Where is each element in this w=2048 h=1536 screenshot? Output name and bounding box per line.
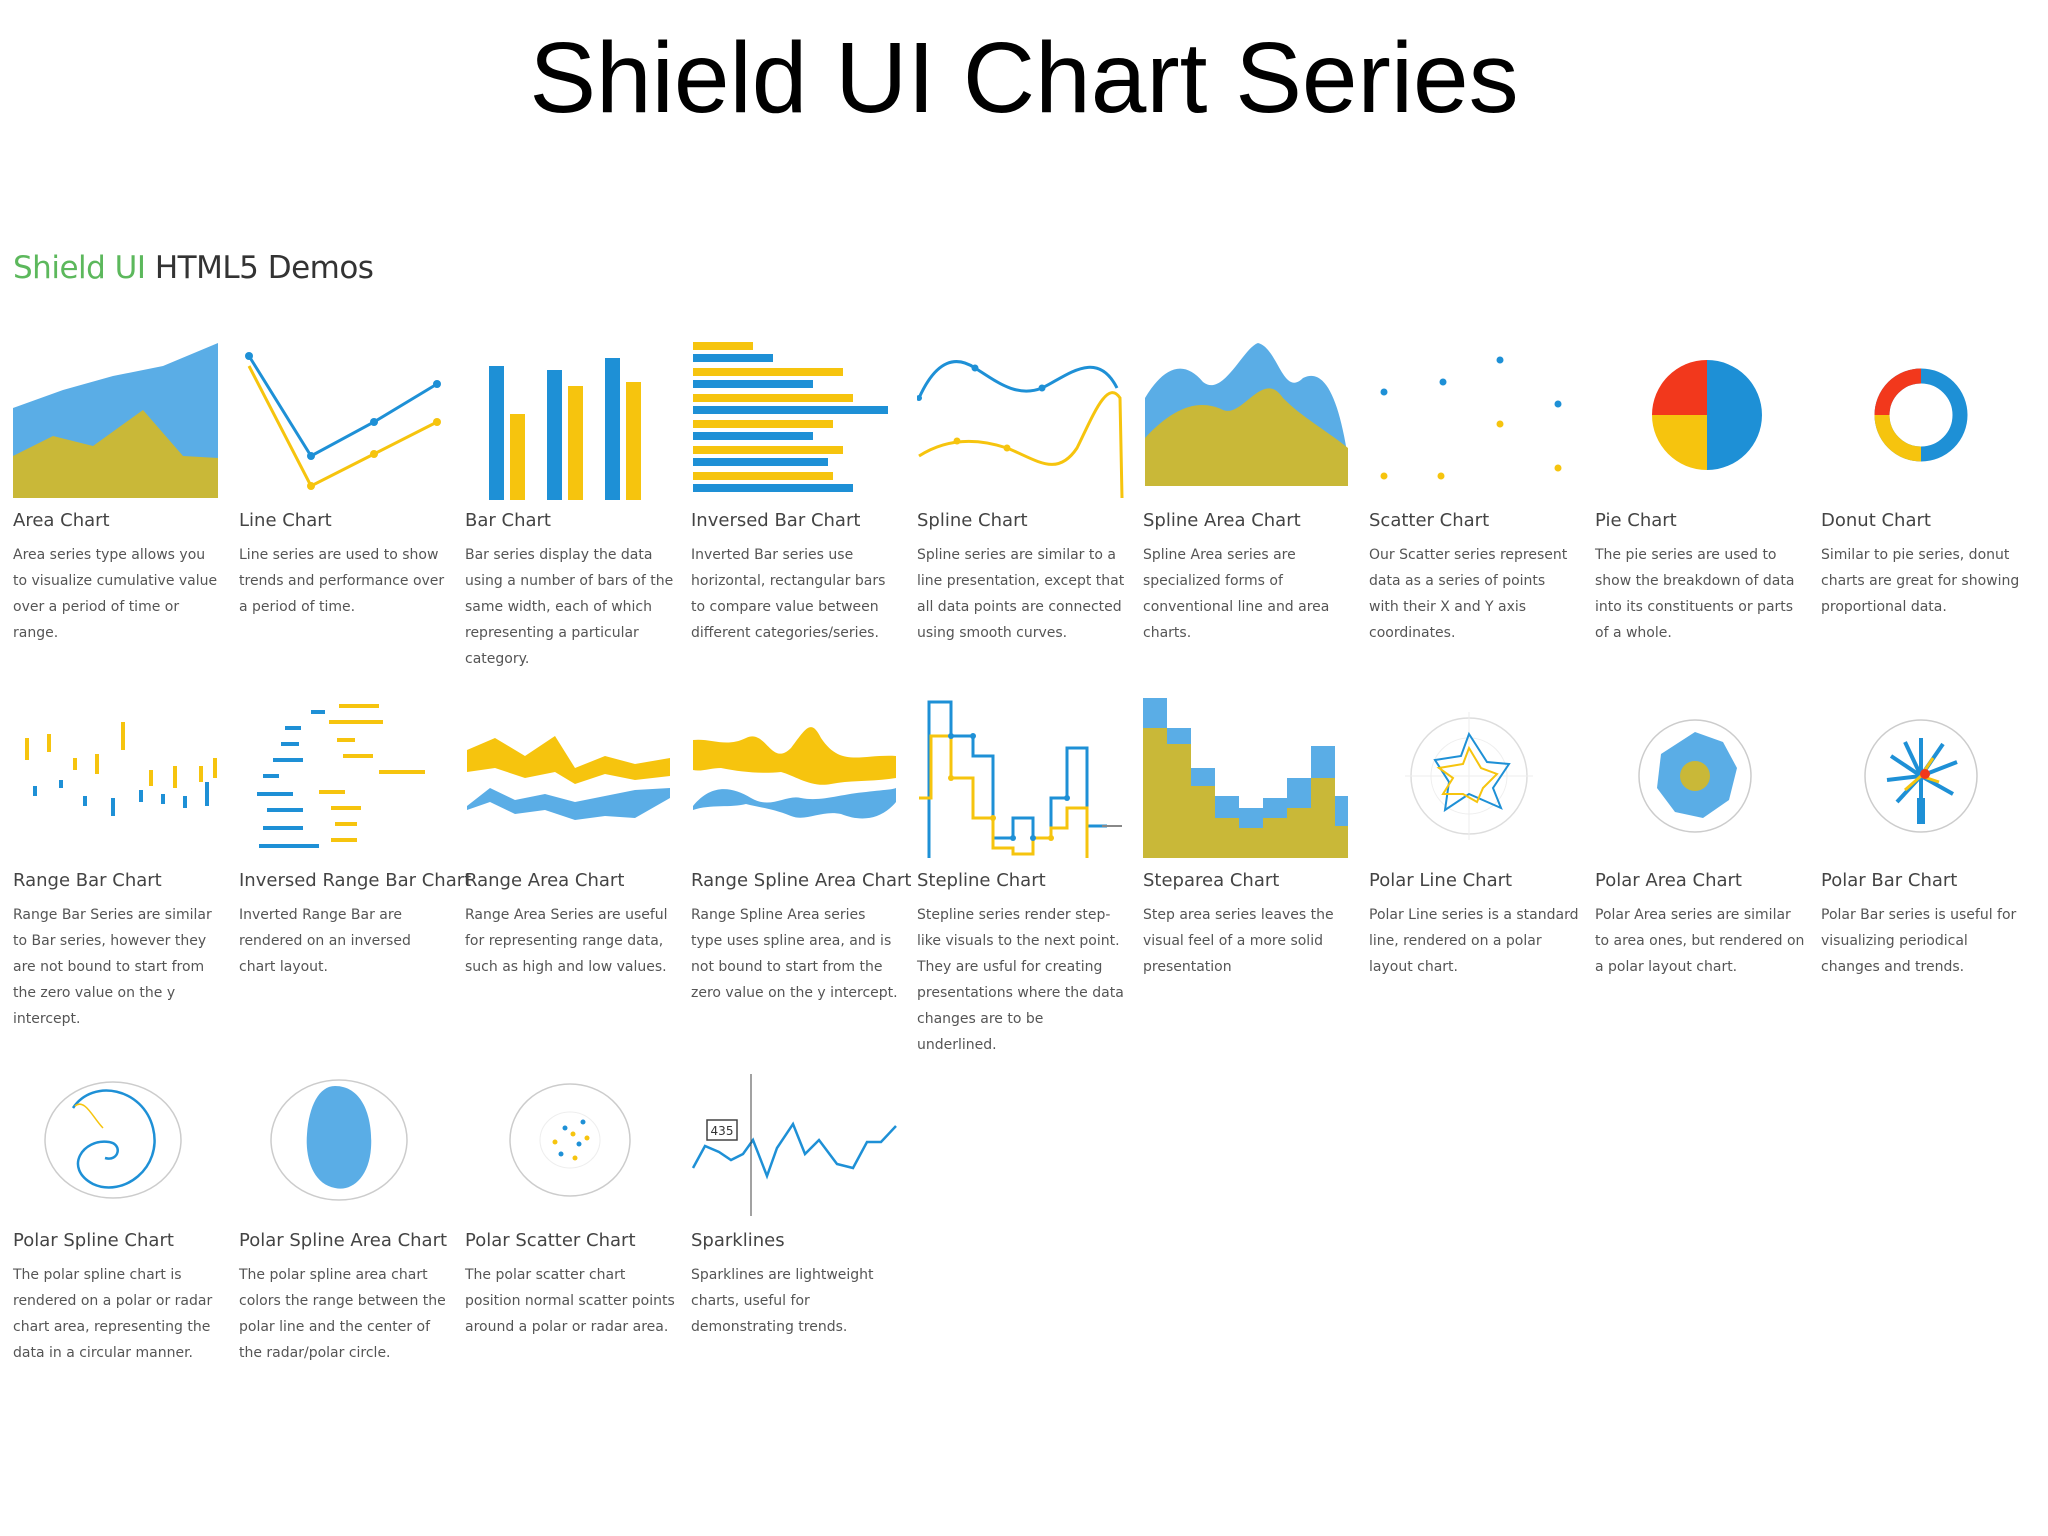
card-description: Similar to pie series, donut charts are … xyxy=(1821,547,2020,615)
card-title: Spline Chart xyxy=(917,510,1028,531)
card-title: Polar Line Chart xyxy=(1369,870,1513,891)
donut-chart-thumbnail xyxy=(1874,368,1968,462)
stepline-chart-thumbnail xyxy=(919,700,1122,858)
spline-area-chart-thumbnail xyxy=(1145,343,1348,486)
sparkline-tooltip-value: 435 xyxy=(711,1124,734,1138)
sparklines-thumbnail: 435 xyxy=(691,1074,897,1216)
card-description: The polar spline chart is rendered on a … xyxy=(13,1267,213,1361)
polar-line-chart-thumbnail xyxy=(1405,712,1533,840)
card-description: Our Scatter series represent data as a s… xyxy=(1369,547,1568,641)
card-title: Range Spline Area Chart xyxy=(691,870,912,891)
card-title: Range Bar Chart xyxy=(13,870,162,891)
card-description: The polar scatter chart position normal … xyxy=(465,1267,675,1335)
polar-spline-chart-thumbnail xyxy=(44,1081,182,1199)
card-description: Polar Line series is a standard line, re… xyxy=(1369,907,1579,975)
card-description: Spline Area series are specialized forms… xyxy=(1143,547,1330,641)
inversed-range-bar-chart-thumbnail xyxy=(257,704,425,848)
spline-chart-thumbnail xyxy=(917,360,1124,499)
card-description: Range Area Series are useful for represe… xyxy=(465,907,668,975)
card-description: Step area series leaves the visual feel … xyxy=(1143,907,1334,975)
card-title: Donut Chart xyxy=(1821,510,1931,531)
card-title: Polar Bar Chart xyxy=(1821,870,1958,891)
card-title: Polar Area Chart xyxy=(1595,870,1742,891)
card-title: Pie Chart xyxy=(1595,510,1677,531)
card-description: Range Spline Area series type uses splin… xyxy=(691,907,898,1001)
slide-title: Shield UI Chart Series xyxy=(529,22,1519,134)
card-description: Polar Area series are similar to area on… xyxy=(1595,907,1805,975)
polar-scatter-chart-thumbnail xyxy=(509,1083,631,1197)
card-title: Range Area Chart xyxy=(465,870,625,891)
brand-header: Shield UI HTML5 Demos xyxy=(13,250,374,286)
line-chart-thumbnail xyxy=(245,352,441,490)
card-description: Sparklines are lightweight charts, usefu… xyxy=(691,1267,874,1335)
brand-html5-demos: HTML5 Demos xyxy=(154,250,374,286)
card-title: Inversed Bar Chart xyxy=(691,510,861,531)
card-title: Stepline Chart xyxy=(917,870,1046,891)
card-description: The pie series are used to show the brea… xyxy=(1595,547,1795,641)
card-description: Bar series display the data using a numb… xyxy=(465,547,674,667)
inversed-bar-chart-thumbnail xyxy=(693,342,888,492)
sparkline-tooltip xyxy=(706,1119,738,1141)
card-description: Area series type allows you to visualize… xyxy=(13,547,218,641)
card-description: Line series are used to show trends and … xyxy=(239,547,445,615)
area-chart-thumbnail xyxy=(13,343,218,498)
card-description: Spline series are similar to a line pres… xyxy=(917,547,1125,641)
card-description: Range Bar Series are similar to Bar seri… xyxy=(13,907,212,1027)
range-bar-chart-thumbnail xyxy=(25,722,217,816)
card-title: Sparklines xyxy=(691,1230,785,1251)
card-title: Bar Chart xyxy=(465,510,551,531)
card-description: Polar Bar series is useful for visualizi… xyxy=(1821,907,2017,975)
card-title: Line Chart xyxy=(239,510,332,531)
card-title: Scatter Chart xyxy=(1369,510,1490,531)
range-spline-area-chart-thumbnail xyxy=(693,727,896,819)
scatter-chart-thumbnail xyxy=(1380,356,1562,480)
card-title: Inversed Range Bar Chart xyxy=(239,870,472,891)
pie-chart-thumbnail xyxy=(1652,360,1762,470)
polar-area-chart-thumbnail xyxy=(1638,719,1752,833)
polar-bar-chart-thumbnail xyxy=(1864,719,1978,833)
card-title: Polar Spline Area Chart xyxy=(239,1230,448,1251)
card-title: Polar Scatter Chart xyxy=(465,1230,636,1251)
card-title: Steparea Chart xyxy=(1143,870,1280,891)
card-description: The polar spline area chart colors the r… xyxy=(239,1267,446,1361)
card-description: Stepline series render step-like visuals… xyxy=(917,907,1124,1053)
card-title: Spline Area Chart xyxy=(1143,510,1301,531)
bar-chart-thumbnail xyxy=(489,358,641,500)
card-description: Inverted Bar series use horizontal, rect… xyxy=(691,547,886,641)
card-title: Polar Spline Chart xyxy=(13,1230,174,1251)
range-area-chart-thumbnail xyxy=(467,736,670,820)
card-description: Inverted Range Bar are rendered on an in… xyxy=(239,907,411,975)
polar-spline-area-chart-thumbnail xyxy=(270,1079,408,1201)
brand-shield-ui: Shield UI xyxy=(13,250,146,286)
steparea-chart-thumbnail xyxy=(1143,698,1348,858)
card-title: Area Chart xyxy=(13,510,110,531)
